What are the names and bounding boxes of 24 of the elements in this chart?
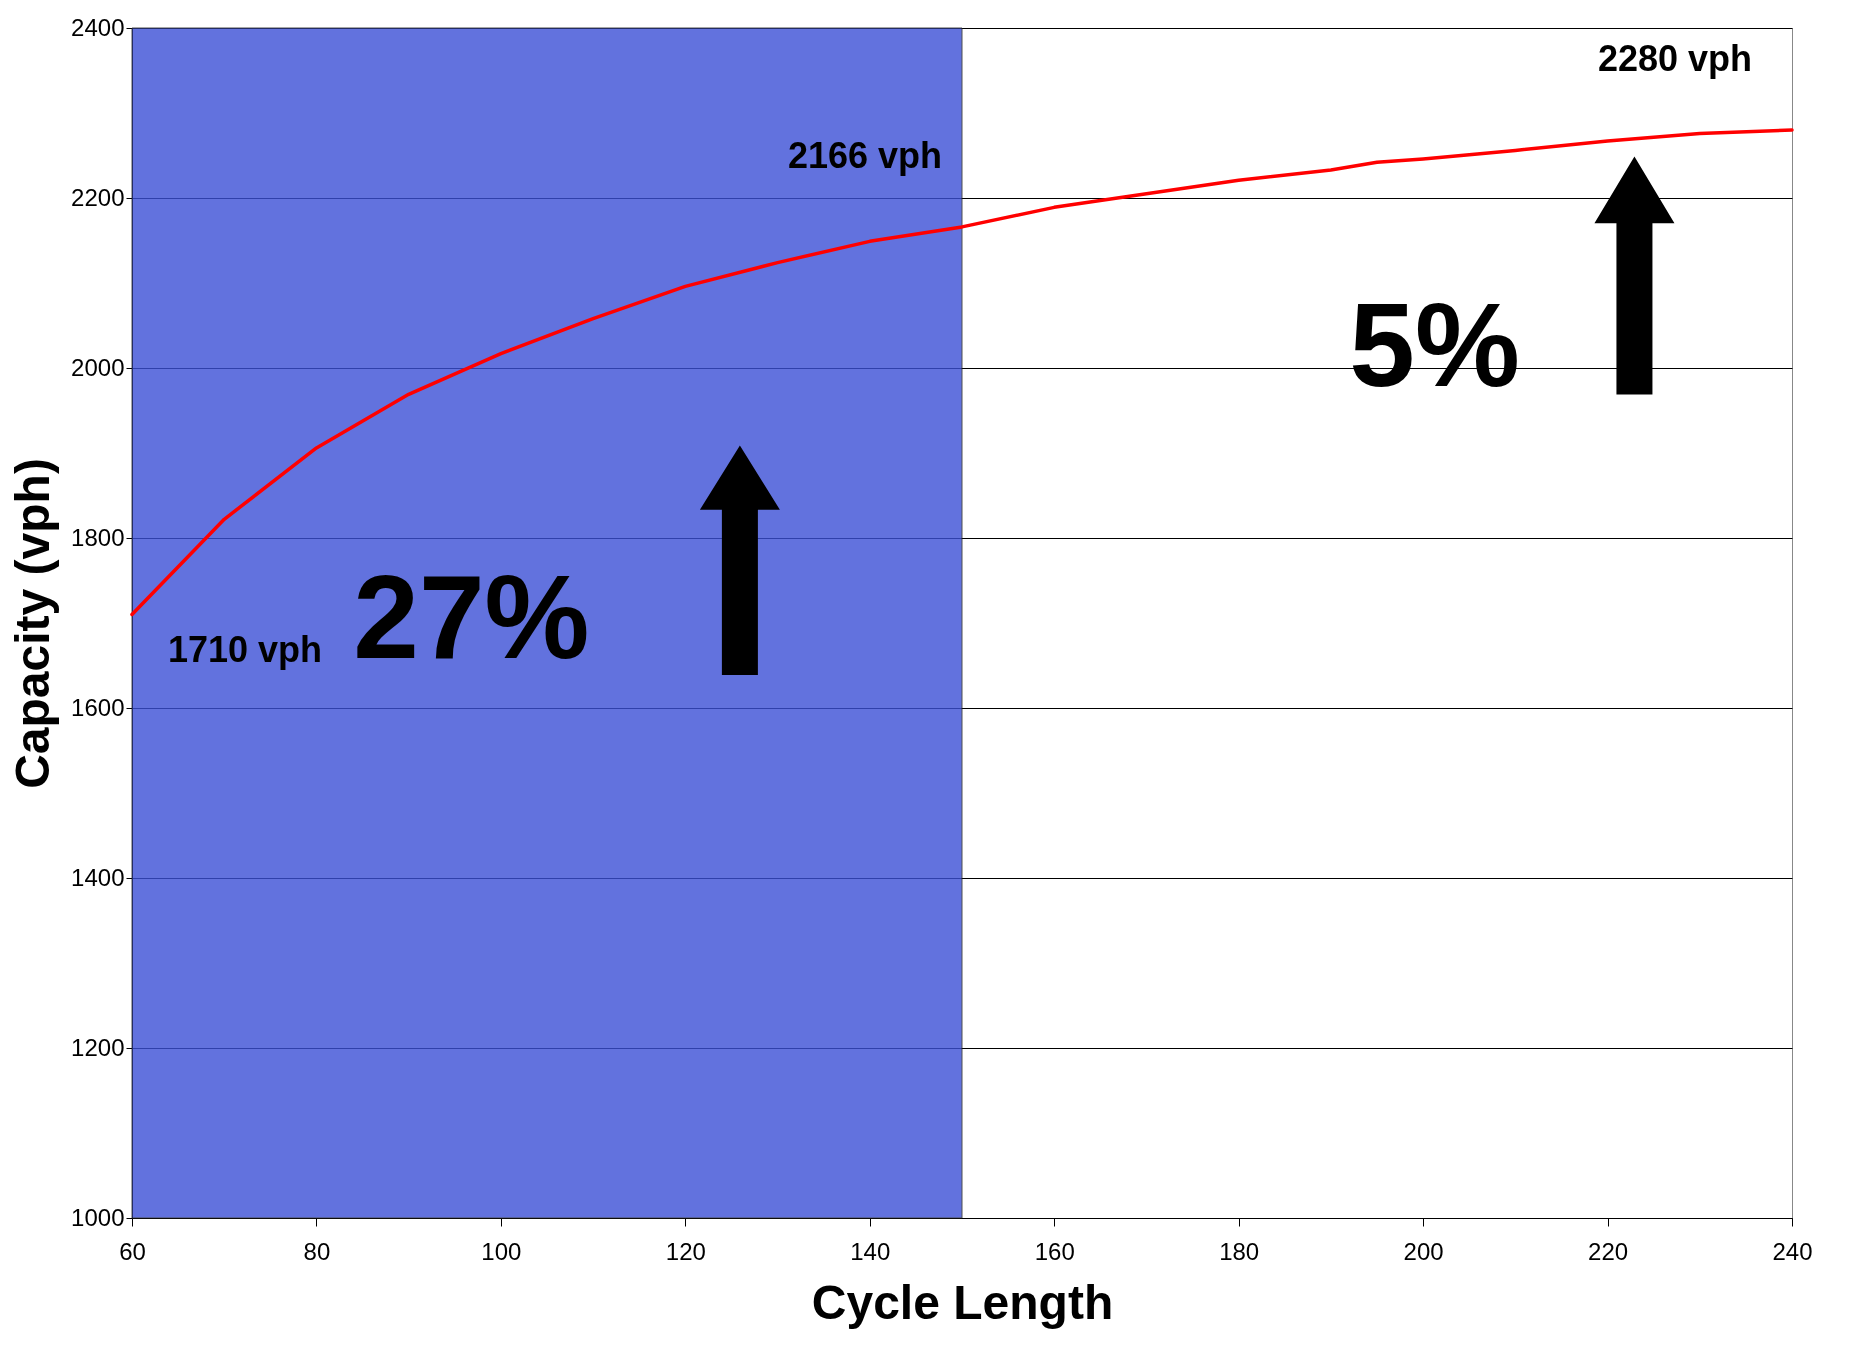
x-tick-label: 80: [303, 1237, 331, 1265]
x-tick-label: 160: [1034, 1237, 1075, 1265]
x-tick-label: 60: [119, 1237, 146, 1265]
x-tick-label: 140: [850, 1237, 891, 1265]
x-tick-label: 120: [665, 1237, 706, 1265]
y-tick-label: 1600: [71, 693, 125, 721]
y-tick-label: 1400: [71, 863, 125, 891]
x-tick-label: 200: [1403, 1237, 1444, 1265]
x-tick-label: 220: [1588, 1237, 1629, 1265]
annotation: 2280 vph: [1597, 38, 1752, 79]
y-axis-title: Capacity (vph): [6, 458, 60, 789]
x-tick-label: 100: [481, 1237, 522, 1265]
y-tick-label: 1200: [71, 1033, 125, 1061]
x-tick-label: 180: [1219, 1237, 1260, 1265]
x-axis-title: Cycle Length: [811, 1275, 1114, 1329]
y-tick-label: 1000: [71, 1203, 125, 1231]
y-tick-label: 2400: [71, 13, 125, 41]
annotation: 2166 vph: [787, 134, 942, 176]
annotation: 1710 vph: [168, 628, 323, 670]
y-tick-label: 2200: [71, 183, 125, 211]
annotation: 27%: [353, 551, 590, 683]
x-tick-label: 240: [1772, 1237, 1813, 1265]
y-tick-label: 2000: [71, 353, 125, 381]
y-tick-label: 1800: [71, 523, 125, 551]
